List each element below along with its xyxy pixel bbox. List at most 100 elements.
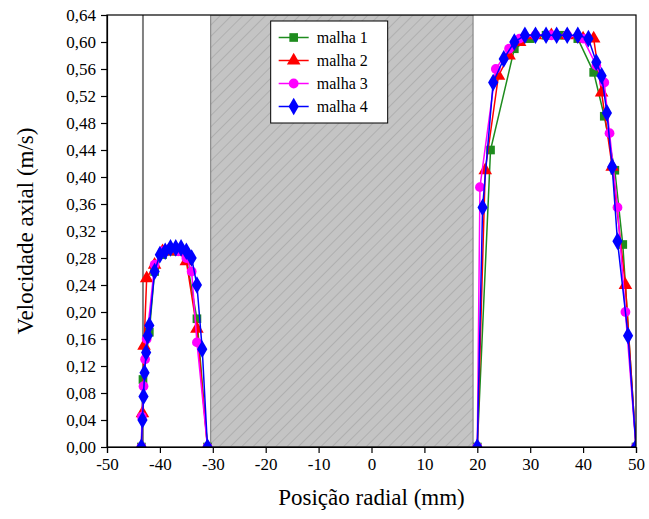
tick-mark — [101, 204, 107, 205]
tick-mark — [266, 447, 267, 453]
series-line — [141, 35, 636, 447]
tick-label: -10 — [308, 455, 331, 474]
tick: -20 — [255, 447, 278, 474]
marker — [139, 364, 149, 382]
legend-marker — [287, 53, 301, 65]
y-axis-title: Velocidade axial (m/s) — [13, 128, 38, 335]
series-line — [141, 35, 636, 447]
legend-entry: malha 4 — [279, 98, 368, 116]
legend-entry: malha 3 — [279, 75, 368, 92]
tick-mark — [424, 447, 425, 453]
tick-label: -20 — [255, 455, 278, 474]
tick: -30 — [202, 447, 225, 474]
tick-mark — [101, 420, 107, 421]
tick-label: 0,04 — [66, 411, 96, 430]
tick: 0,00 — [66, 438, 107, 457]
tick-label: 0,24 — [66, 276, 96, 295]
tick-label: 0,20 — [66, 303, 96, 322]
marker — [509, 33, 519, 51]
legend-label: malha 2 — [317, 52, 368, 69]
marker — [499, 50, 509, 68]
tick-mark — [101, 231, 107, 232]
tick: 0,48 — [66, 114, 107, 133]
marker — [187, 249, 197, 267]
tick: 0,52 — [66, 87, 107, 106]
tick: -40 — [149, 447, 172, 474]
tick-label: -40 — [149, 455, 172, 474]
tick-mark — [101, 312, 107, 313]
tick-mark — [101, 393, 107, 394]
tick-label: 0,48 — [66, 114, 96, 133]
tick-mark — [371, 447, 372, 453]
marker — [138, 388, 148, 406]
tick: 0,44 — [66, 141, 107, 160]
tick-label: -30 — [202, 455, 225, 474]
legend-label: malha 3 — [317, 75, 368, 92]
legend-marker — [289, 33, 298, 42]
tick-mark — [319, 447, 320, 453]
series-line — [141, 35, 636, 447]
axis-line — [101, 16, 108, 448]
marker — [144, 317, 154, 335]
tick-mark — [101, 285, 107, 286]
tick: 0,20 — [66, 303, 107, 322]
tick: 0,40 — [66, 168, 107, 187]
tick: 0,60 — [66, 33, 107, 52]
tick-mark — [583, 447, 584, 453]
tick-label: 0,64 — [66, 6, 96, 25]
tick-label: 0,36 — [66, 195, 96, 214]
marker — [591, 53, 601, 71]
marker — [520, 26, 530, 44]
marker — [137, 411, 147, 429]
tick: 10 — [416, 447, 433, 474]
tick-label: -50 — [96, 455, 119, 474]
marker — [552, 26, 562, 44]
marker — [488, 74, 498, 92]
tick: 0,08 — [66, 384, 107, 403]
tick-label: 0,60 — [66, 33, 96, 52]
plot: -50-40-30-20-10010203040500,000,040,080,… — [66, 6, 645, 474]
shaded-region — [211, 15, 473, 447]
tick: 0,12 — [66, 357, 107, 376]
series-line — [141, 35, 636, 447]
marker — [573, 26, 583, 44]
tick-label: 0,32 — [66, 222, 96, 241]
marker — [612, 232, 622, 250]
tick: 0,24 — [66, 276, 107, 295]
tick-mark — [101, 177, 107, 178]
tick-mark — [101, 339, 107, 340]
marker — [631, 438, 636, 447]
tick: 0,04 — [66, 411, 107, 430]
tick-label: 20 — [469, 455, 486, 474]
tick-label: 0,40 — [66, 168, 96, 187]
tick-label: 10 — [416, 455, 433, 474]
marker — [607, 158, 617, 176]
marks — [135, 15, 636, 447]
marker — [583, 30, 593, 48]
tick: 0,32 — [66, 222, 107, 241]
tick-label: 0,00 — [66, 438, 96, 457]
x-axis: -50-40-30-20-1001020304050 — [96, 447, 645, 474]
tick-label: 40 — [575, 455, 592, 474]
marker — [197, 340, 207, 358]
marker — [190, 321, 204, 333]
axis-line — [108, 448, 637, 454]
y-axis: 0,00 0,04 0,08 0,12 0,16 0,20 0,24 0,28 0,32 0,36… — [66, 6, 107, 457]
marker — [602, 104, 612, 122]
tick: 0,28 — [66, 249, 107, 268]
legend-entry: malha 1 — [279, 29, 368, 46]
legend-marker — [289, 98, 299, 116]
tick-mark — [101, 258, 107, 259]
marker — [530, 26, 540, 44]
marker — [141, 344, 151, 362]
tick: 40 — [575, 447, 592, 474]
marker — [472, 438, 482, 447]
tick-mark — [101, 150, 107, 151]
marker — [562, 26, 572, 44]
tick: 50 — [628, 447, 645, 474]
chart: -50-40-30-20-10010203040500,000,040,080,… — [0, 0, 649, 519]
marker — [541, 26, 551, 44]
tick: 0,16 — [66, 330, 107, 349]
legend-label: malha 1 — [317, 29, 368, 46]
tick-label: 0 — [368, 455, 377, 474]
